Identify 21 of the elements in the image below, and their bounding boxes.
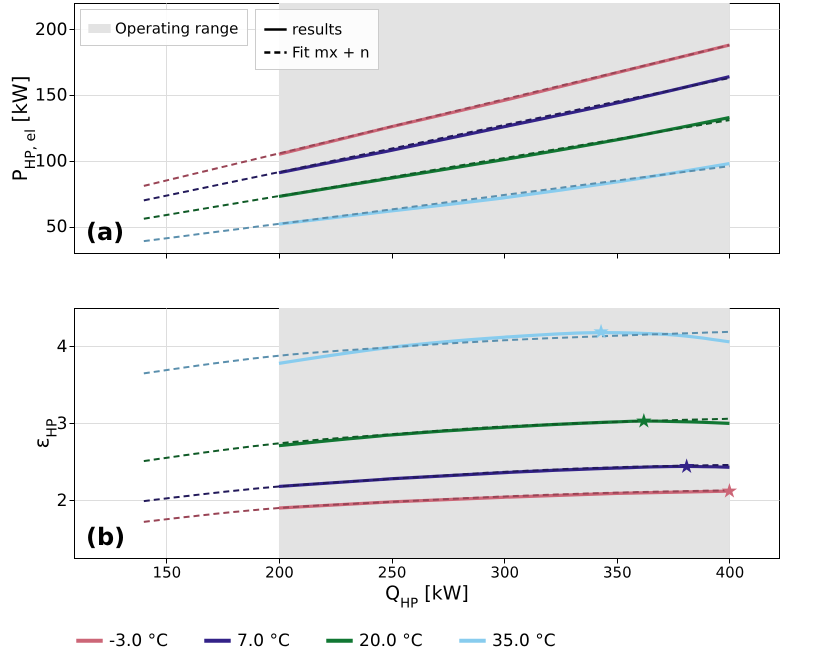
annotation: (a)	[86, 218, 124, 246]
x-tick-label: 200	[265, 564, 294, 582]
x-tick-label: 150	[152, 564, 182, 582]
legend-label: 7.0 °C	[237, 630, 290, 651]
annotation: results	[292, 20, 342, 38]
y-tick-label: 4	[56, 336, 68, 357]
legend-label: -3.0 °C	[109, 630, 168, 651]
x-tick-label: 400	[716, 564, 744, 582]
legend-label: 35.0 °C	[492, 630, 556, 651]
y-tick-label: 2	[56, 490, 68, 511]
annotation: (b)	[86, 523, 126, 551]
x-tick-label: 350	[603, 564, 632, 582]
x-axis-title: Q$_{HP}$ [kW]	[385, 582, 469, 611]
x-tick-label: 300	[490, 564, 520, 582]
y-tick-label: 100	[35, 151, 68, 172]
y-tick-label: 200	[35, 20, 68, 40]
x-tick-label: 250	[378, 564, 406, 582]
legend-label: 20.0 °C	[359, 630, 423, 651]
annotation: Fit mx + n	[292, 44, 370, 62]
band-label: Operating range	[115, 20, 238, 38]
y-tick-label: 50	[46, 217, 68, 238]
